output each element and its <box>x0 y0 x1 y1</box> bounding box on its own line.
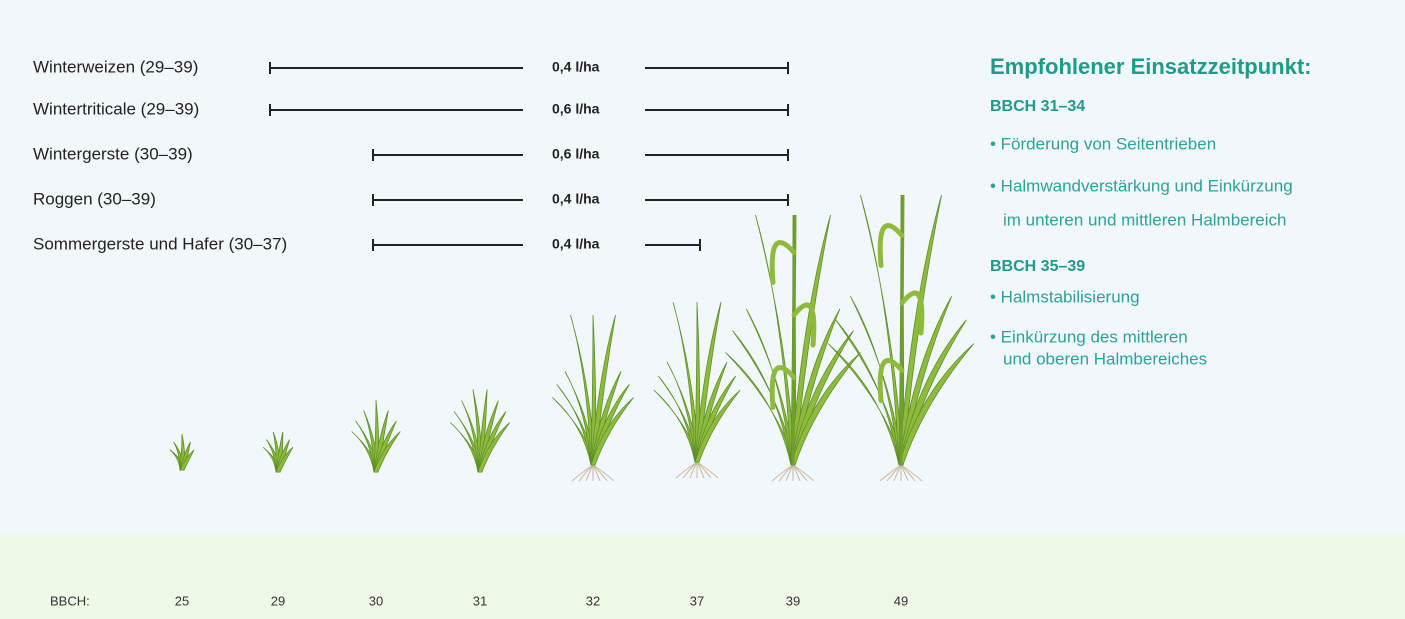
stem <box>899 194 905 466</box>
stage-label: 37 <box>690 593 704 608</box>
row-label: Sommergerste und Hafer (30–37) <box>33 234 287 253</box>
range-bar <box>372 149 789 161</box>
root <box>785 464 794 482</box>
plant-illustration <box>351 399 401 473</box>
axis-band <box>0 535 1405 619</box>
root <box>778 464 794 482</box>
roots <box>879 464 923 482</box>
stem-leaf <box>877 358 905 403</box>
section-heading: BBCH 35–39 <box>990 258 1085 275</box>
range-bar <box>372 194 789 206</box>
stem-leaf <box>877 223 905 268</box>
plant-illustration <box>827 194 975 482</box>
stem-leaf <box>769 240 797 285</box>
root <box>585 464 594 482</box>
roots <box>675 461 719 479</box>
root <box>696 461 719 479</box>
dose-label: 0,4 l/ha <box>552 236 600 252</box>
root <box>771 464 794 482</box>
leaf <box>275 446 294 473</box>
bullet-text: • Einkürzung des mittleren <box>990 327 1188 346</box>
dose-label: 0,6 l/ha <box>552 146 600 162</box>
root <box>689 461 698 479</box>
stem-leaf <box>791 302 817 348</box>
root <box>578 464 594 482</box>
row-label: Winterweizen (29–39) <box>33 57 198 76</box>
leaf <box>835 319 904 466</box>
bullet-text: und oberen Halmbereiches <box>1003 349 1207 368</box>
bullet-text: • Halmwandverstärkung und Einkürzung <box>990 176 1293 195</box>
leaf <box>860 194 904 466</box>
leaf <box>373 431 401 473</box>
row-label: Wintertriticale (29–39) <box>33 99 199 118</box>
leaf <box>790 352 861 466</box>
aside-title: Empfohlener Einsatzzeitpunkt: <box>990 54 1311 79</box>
stage-label: 30 <box>369 593 383 608</box>
range-bar <box>269 104 789 116</box>
range-bar <box>372 239 701 251</box>
plant-illustration <box>552 314 634 482</box>
axis-label: BBCH: <box>50 593 90 608</box>
bullet-text: • Halmstabilisierung <box>990 287 1140 306</box>
dose-label: 0,4 l/ha <box>552 59 600 75</box>
stage-label: 25 <box>175 593 189 608</box>
row-label: Wintergerste (30–39) <box>33 144 193 163</box>
plant-illustration <box>262 431 294 473</box>
stage-label: 39 <box>786 593 800 608</box>
root <box>792 464 815 482</box>
leaf <box>790 214 831 466</box>
leaf <box>694 389 741 463</box>
leaf <box>590 397 634 466</box>
root <box>886 464 902 482</box>
roots <box>571 464 615 482</box>
leaf <box>477 422 511 473</box>
section-heading: BBCH 31–34 <box>990 98 1085 115</box>
plant-illustration <box>725 214 861 482</box>
leaf <box>898 194 942 466</box>
stem <box>791 214 797 466</box>
dose-label: 0,6 l/ha <box>552 101 600 117</box>
bullet-text: • Förderung von Seitentrieben <box>990 134 1216 153</box>
stage-label: 32 <box>586 593 600 608</box>
leaf <box>898 343 975 466</box>
root <box>571 464 594 482</box>
root <box>682 461 698 479</box>
stem-leaf <box>899 290 925 336</box>
root <box>900 464 923 482</box>
range-bar <box>269 62 789 74</box>
plant-illustration <box>653 301 741 479</box>
root <box>893 464 902 482</box>
row-label: Roggen (30–39) <box>33 189 156 208</box>
stage-label: 29 <box>271 593 285 608</box>
plant-illustration <box>450 389 511 473</box>
stem-leaf <box>769 365 797 410</box>
stage-label: 49 <box>894 593 908 608</box>
plant-illustration <box>169 433 195 471</box>
roots <box>771 464 815 482</box>
dose-label: 0,4 l/ha <box>552 191 600 207</box>
leaf <box>179 449 195 471</box>
root <box>879 464 902 482</box>
bullet-text: im unteren und mittleren Halmbereich <box>1003 210 1286 229</box>
root <box>675 461 698 479</box>
root <box>592 464 615 482</box>
stage-label: 31 <box>473 593 487 608</box>
